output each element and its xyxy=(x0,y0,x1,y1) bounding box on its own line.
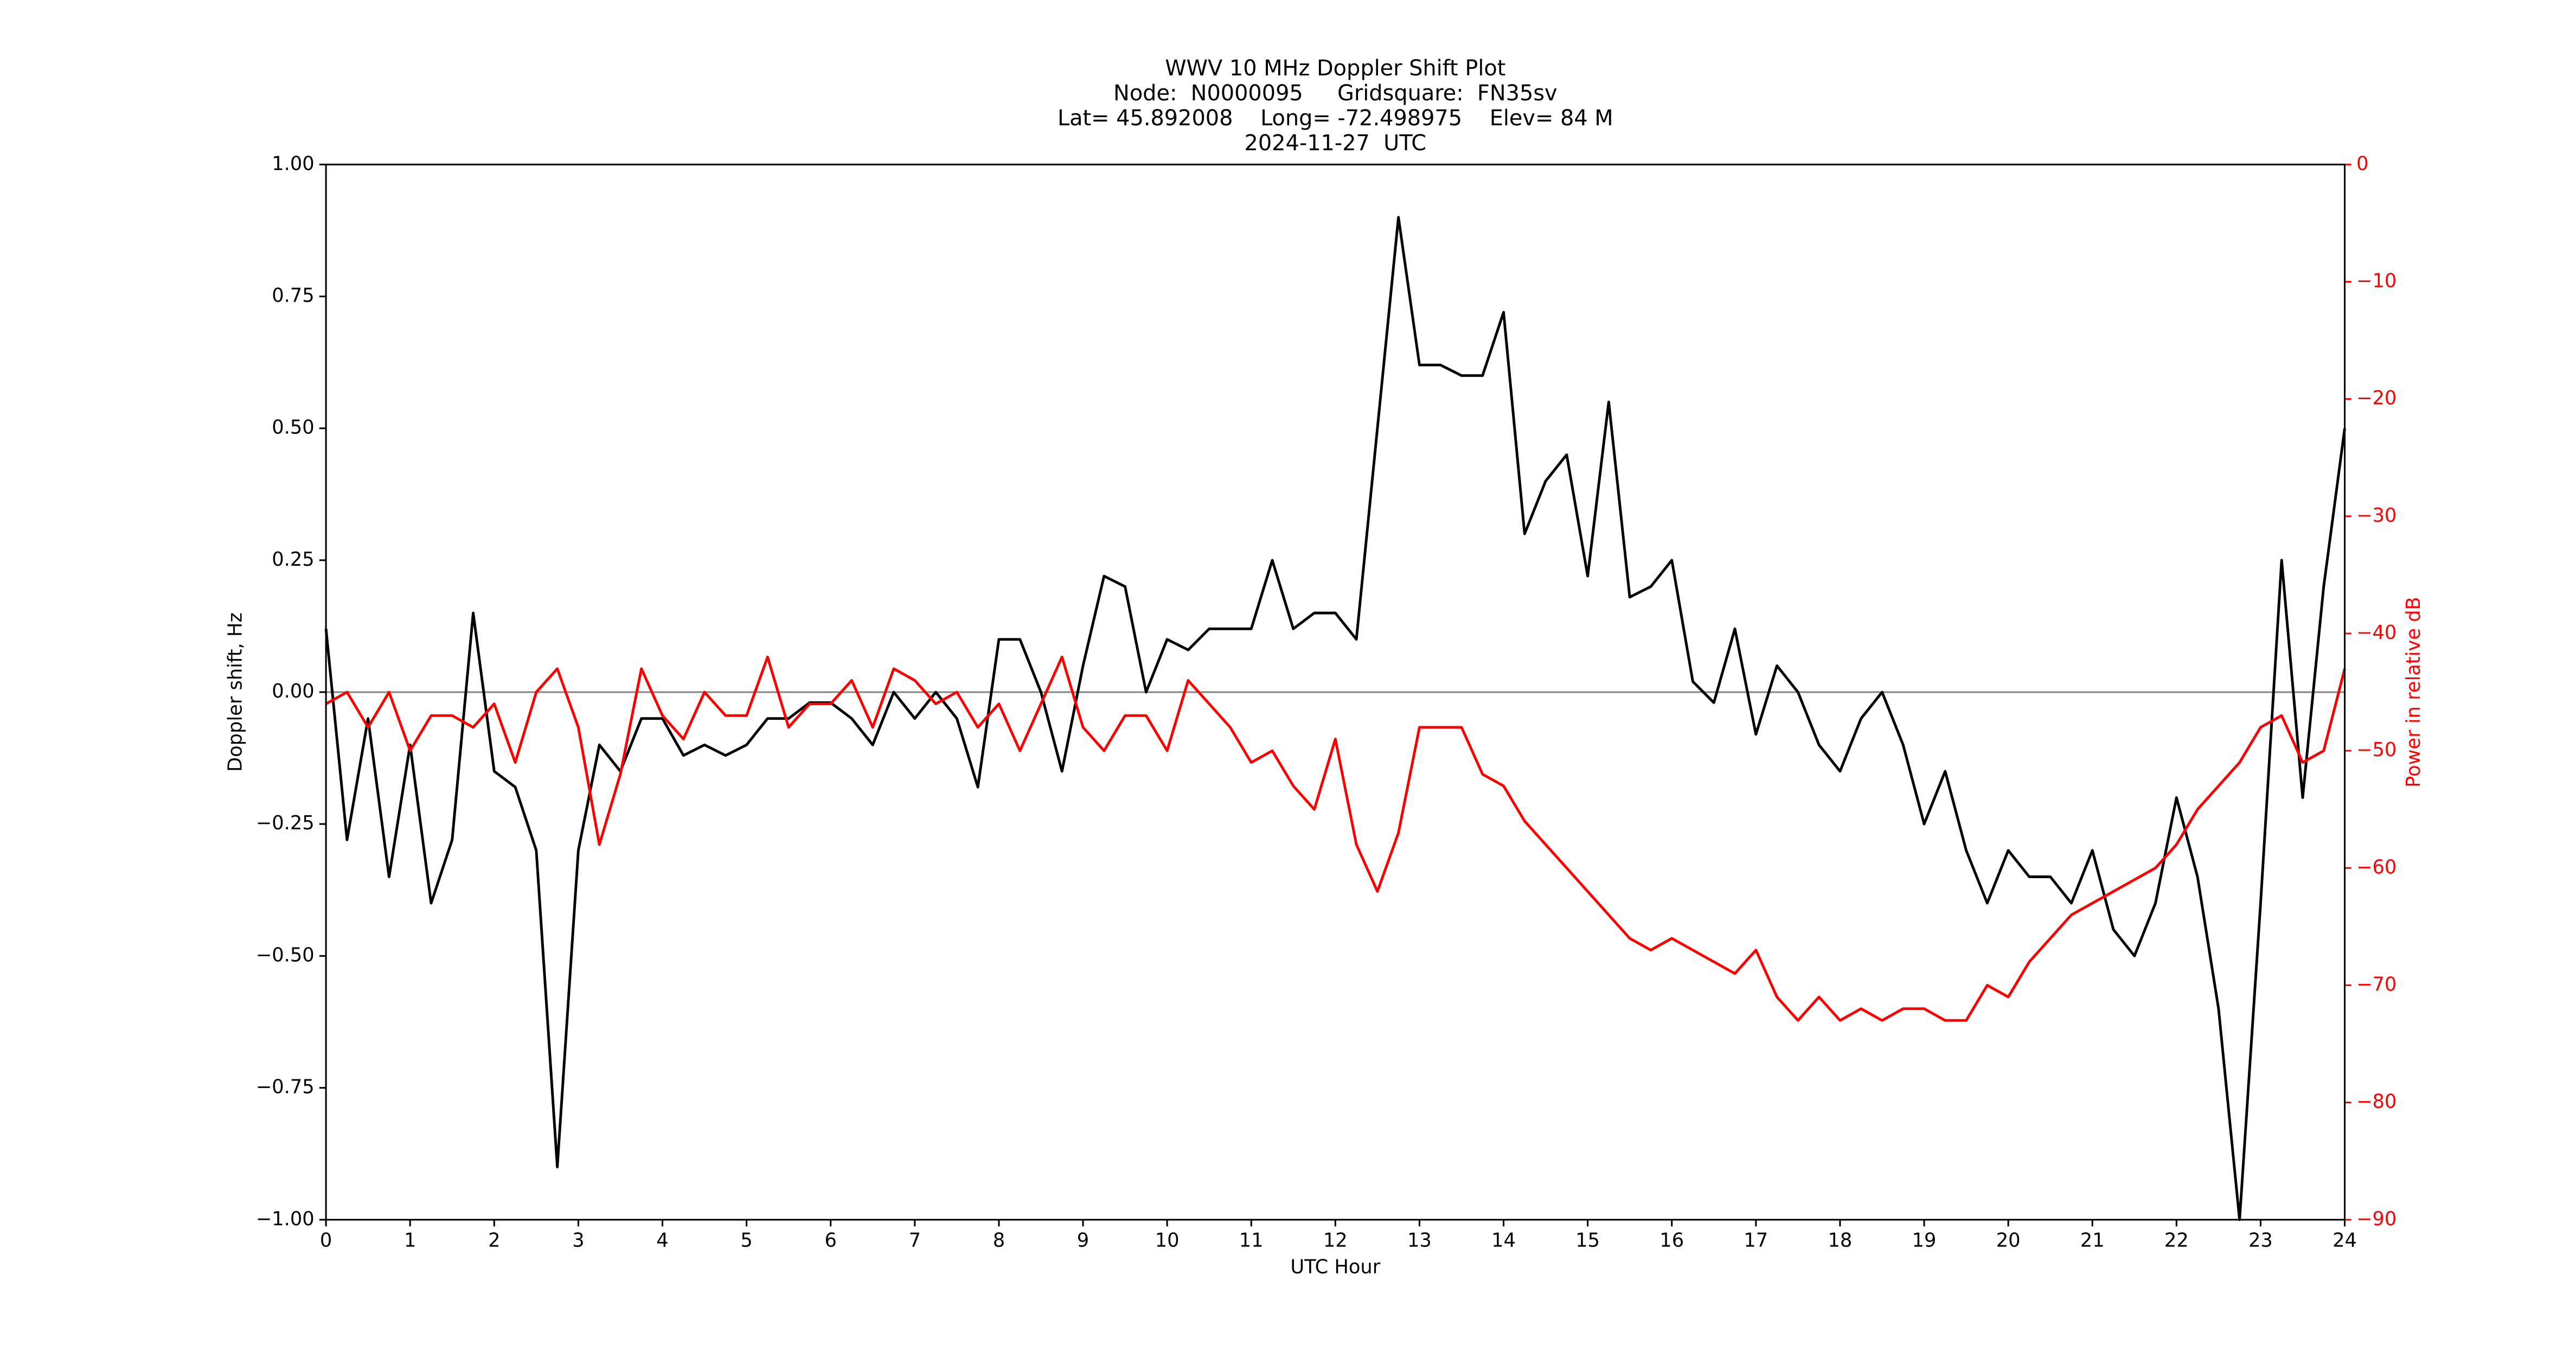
x-tick-label: 21 xyxy=(2080,1230,2105,1252)
x-tick-label: 12 xyxy=(1323,1230,1348,1252)
x-tick-label: 0 xyxy=(320,1230,332,1252)
x-tick-label: 24 xyxy=(2333,1230,2357,1252)
x-tick-label: 2 xyxy=(488,1230,500,1252)
x-tick-label: 18 xyxy=(1828,1230,1853,1252)
x-tick-label: 16 xyxy=(1659,1230,1684,1252)
x-tick-label: 11 xyxy=(1239,1230,1264,1252)
y2-tick-label: −80 xyxy=(2356,1091,2396,1113)
x-tick-label: 6 xyxy=(824,1230,836,1252)
plot-frame xyxy=(325,163,2346,1221)
x-tick-label: 17 xyxy=(1744,1230,1768,1252)
x-axis-label: UTC Hour xyxy=(1290,1256,1380,1278)
x-tick-label: 22 xyxy=(2164,1230,2189,1252)
chart-title: 2024-11-27 UTC xyxy=(1245,131,1427,156)
y2-tick-label: −70 xyxy=(2356,973,2396,995)
x-tick-label: 14 xyxy=(1491,1230,1516,1252)
x-tick-label: 5 xyxy=(740,1230,752,1252)
y2-axis-label: Power in relative dB xyxy=(2402,597,2425,788)
y2-tick-label: −90 xyxy=(2356,1208,2396,1230)
series-line xyxy=(324,216,2346,1221)
series-line xyxy=(325,655,2346,1022)
y-tick-label: 0.25 xyxy=(272,548,314,571)
y2-tick-label: −30 xyxy=(2356,504,2396,527)
x-tick-label: 15 xyxy=(1575,1230,1600,1252)
y2-tick-label: −20 xyxy=(2356,387,2396,410)
y2-tick-label: 0 xyxy=(2356,152,2368,175)
y2-tick-label: −40 xyxy=(2356,622,2396,644)
x-tick-label: 20 xyxy=(1996,1230,2021,1252)
x-tick-label: 13 xyxy=(1407,1230,1432,1252)
y2-tick-label: −50 xyxy=(2356,739,2396,761)
y2-tick-label: −10 xyxy=(2356,270,2396,292)
x-tick-label: 7 xyxy=(909,1230,921,1252)
x-tick-label: 10 xyxy=(1155,1230,1180,1252)
y-tick-label: 0.00 xyxy=(272,680,314,702)
x-tick-label: 19 xyxy=(1912,1230,1937,1252)
y-tick-label: 0.50 xyxy=(272,417,314,439)
y-tick-label: 0.75 xyxy=(272,284,314,306)
y-tick-label: −0.75 xyxy=(256,1076,315,1098)
y-tick-label: −0.50 xyxy=(256,944,315,966)
chart-title: Lat= 45.892008 Long= -72.498975 Elev= 84… xyxy=(1058,106,1613,131)
x-tick-label: 3 xyxy=(572,1230,584,1252)
y-axis-label: Doppler shift, Hz xyxy=(225,612,247,772)
y-tick-label: −0.25 xyxy=(256,812,315,834)
x-tick-label: 1 xyxy=(404,1230,416,1252)
y-tick-label: 1.00 xyxy=(272,152,314,175)
y-tick-label: −1.00 xyxy=(256,1208,315,1230)
x-tick-label: 4 xyxy=(656,1230,668,1252)
chart-title: WWV 10 MHz Doppler Shift Plot xyxy=(1165,56,1505,81)
chart-title: Node: N0000095 Gridsquare: FN35sv xyxy=(1113,81,1558,106)
x-tick-label: 8 xyxy=(993,1230,1005,1252)
x-tick-label: 23 xyxy=(2248,1230,2273,1252)
y2-tick-label: −60 xyxy=(2356,856,2396,878)
x-tick-label: 9 xyxy=(1077,1230,1089,1252)
